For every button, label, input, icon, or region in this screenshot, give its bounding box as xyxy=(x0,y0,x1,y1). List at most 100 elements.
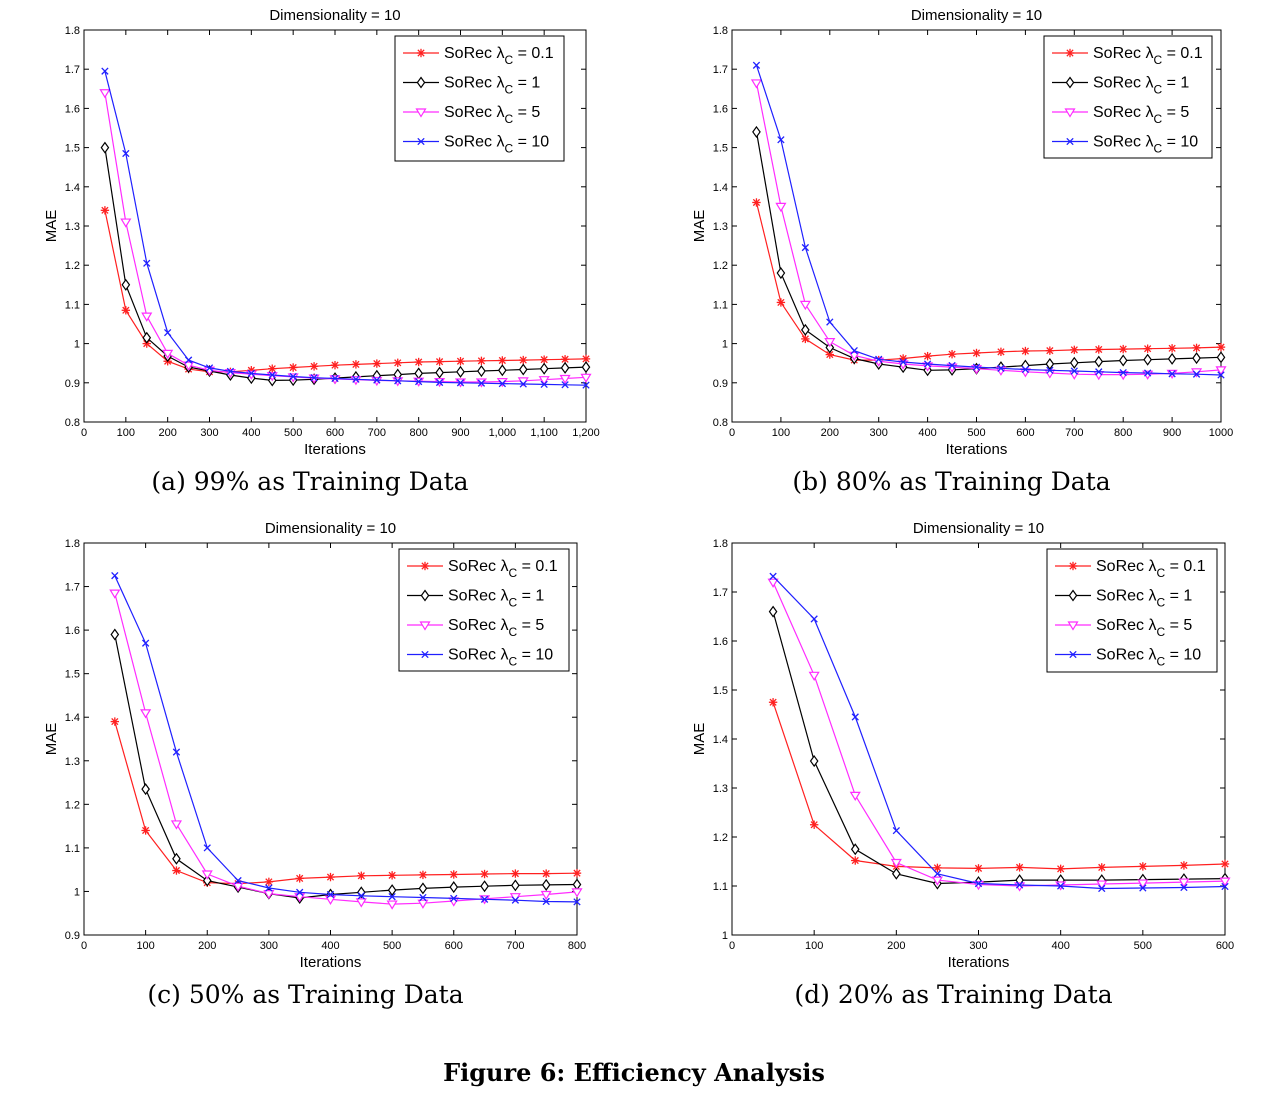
data-point xyxy=(768,605,778,618)
series-line xyxy=(772,702,1226,870)
data-point xyxy=(164,328,172,337)
data-point xyxy=(1179,861,1189,870)
x-tick-label: 600 xyxy=(326,427,344,439)
y-axis-label: MAE xyxy=(691,723,708,756)
data-point xyxy=(1045,346,1055,355)
data-point xyxy=(776,298,786,307)
data-point xyxy=(449,870,458,879)
y-tick-label: 1.7 xyxy=(713,64,728,76)
y-tick-label: 1.1 xyxy=(65,843,80,855)
y-tick-label: 1.1 xyxy=(65,299,80,311)
data-point xyxy=(140,709,152,719)
legend-marker xyxy=(1068,589,1078,602)
y-tick-label: 1.4 xyxy=(65,712,80,724)
data-point xyxy=(141,639,150,647)
data-point xyxy=(350,376,362,386)
data-point xyxy=(974,864,983,873)
data-point xyxy=(519,355,528,365)
x-tick-label: 700 xyxy=(1065,427,1083,439)
x-tick-label: 0 xyxy=(729,940,735,952)
data-point xyxy=(414,367,424,380)
x-tick-label: 500 xyxy=(284,427,302,439)
data-point xyxy=(419,893,427,902)
y-tick-label: 1.2 xyxy=(65,799,80,811)
y-tick-label: 1.7 xyxy=(65,582,80,594)
y-tick-label: 1 xyxy=(74,886,80,898)
data-point xyxy=(933,863,942,873)
y-axis-label: MAE xyxy=(43,210,60,243)
data-point xyxy=(826,318,834,326)
legend-marker xyxy=(1065,76,1075,89)
data-point xyxy=(1068,370,1080,380)
data-point xyxy=(1143,344,1152,353)
y-tick-label: 1.5 xyxy=(713,143,728,155)
x-axis-label: Iterations xyxy=(946,441,1008,458)
data-point xyxy=(1192,343,1201,353)
data-point xyxy=(477,379,486,387)
data-point xyxy=(110,717,120,726)
data-point xyxy=(1143,353,1152,366)
data-point xyxy=(801,243,810,252)
x-tick-label: 100 xyxy=(805,940,823,952)
data-point xyxy=(477,365,486,378)
data-point xyxy=(268,371,276,379)
legend-marker xyxy=(1065,48,1075,58)
data-point xyxy=(394,377,402,385)
data-point xyxy=(850,346,858,355)
data-point xyxy=(418,882,428,895)
legend-marker xyxy=(420,561,430,571)
legend-label: SoRec λC = 10 xyxy=(448,647,553,669)
series-line xyxy=(755,82,1222,376)
x-tick-label: 800 xyxy=(409,427,427,439)
data-point xyxy=(581,361,591,374)
data-point xyxy=(1056,864,1065,874)
y-tick-label: 1.4 xyxy=(713,734,728,746)
chart-panel-1: Dimensionality = 10 0 100 200 300 400 500 600 70… xyxy=(691,7,1233,496)
y-tick-label: 1.3 xyxy=(65,756,80,768)
y-tick-label: 1.4 xyxy=(65,182,80,194)
data-point xyxy=(1178,878,1190,888)
data-point xyxy=(498,356,507,365)
data-point xyxy=(519,380,527,388)
legend-label: SoRec λC = 5 xyxy=(1096,617,1192,639)
data-point xyxy=(539,355,549,364)
data-point xyxy=(1167,352,1177,365)
data-point xyxy=(540,380,548,389)
y-tick-label: 1.1 xyxy=(713,881,728,893)
chart-panel-0: Dimensionality = 10 0 100 200 300 400 500 600 70… xyxy=(43,7,600,496)
series-2 xyxy=(109,589,583,910)
data-point xyxy=(892,826,900,835)
data-point xyxy=(288,363,298,372)
y-tick-label: 1.5 xyxy=(713,685,728,697)
data-point xyxy=(120,218,132,228)
x-tick-label: 200 xyxy=(158,427,176,439)
data-point xyxy=(750,79,763,89)
legend-marker xyxy=(1064,108,1076,118)
series-line xyxy=(772,581,1226,887)
data-point xyxy=(450,894,458,903)
legend-label: SoRec λC = 0.1 xyxy=(444,45,554,67)
data-point xyxy=(933,870,942,878)
data-point xyxy=(776,267,786,280)
x-tick-label: 200 xyxy=(821,427,839,439)
data-point xyxy=(331,374,339,383)
data-point xyxy=(809,820,819,829)
data-point xyxy=(143,259,151,267)
data-point xyxy=(498,379,506,388)
legend-marker xyxy=(415,108,427,118)
y-tick-label: 1.3 xyxy=(713,783,728,795)
data-point xyxy=(355,898,367,908)
y-tick-label: 1.8 xyxy=(65,25,80,37)
series-line xyxy=(114,575,578,903)
x-tick-label: 700 xyxy=(506,940,524,952)
subfigure-caption: (d) 20% as Training Data xyxy=(794,980,1112,1009)
series-3 xyxy=(101,67,590,389)
data-point xyxy=(752,125,761,138)
data-point xyxy=(99,89,111,99)
legend: SoRec λC = 0.1 SoRec λC = 1 SoRec λC = 5 So… xyxy=(394,35,565,162)
data-point xyxy=(1021,346,1030,356)
y-tick-label: 1.5 xyxy=(65,669,80,681)
y-axis-label: MAE xyxy=(43,723,60,756)
x-tick-label: 0 xyxy=(81,427,87,439)
